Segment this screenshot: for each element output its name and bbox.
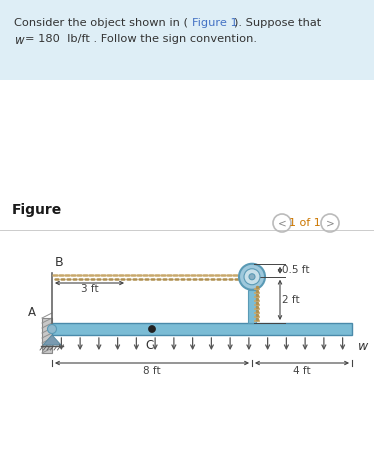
Text: 2 ft: 2 ft (282, 295, 300, 305)
Bar (52, 323, 352, 335)
Text: 0.5 ft: 0.5 ft (282, 265, 310, 275)
Circle shape (239, 264, 265, 290)
Text: Figure 1: Figure 1 (192, 18, 238, 28)
Text: 4 ft: 4 ft (293, 366, 311, 376)
Bar (248, 290, 256, 323)
Bar (42, 318, 52, 353)
Text: C: C (146, 339, 154, 352)
Circle shape (249, 274, 255, 280)
Text: 3 ft: 3 ft (81, 284, 98, 294)
Text: w: w (358, 341, 368, 354)
Text: 1 of 1: 1 of 1 (289, 218, 321, 228)
Text: >: > (326, 218, 334, 228)
Text: = 180  lb/ft . Follow the sign convention.: = 180 lb/ft . Follow the sign convention… (25, 34, 257, 44)
Circle shape (148, 325, 156, 333)
Circle shape (47, 325, 56, 333)
Text: ). Suppose that: ). Suppose that (234, 18, 321, 28)
Text: $w$: $w$ (14, 34, 26, 47)
Text: 8 ft: 8 ft (143, 366, 161, 376)
Bar (0, 0, 374, 80)
Text: Figure: Figure (12, 203, 62, 217)
Text: A: A (28, 306, 36, 319)
Circle shape (244, 269, 260, 285)
Polygon shape (43, 335, 61, 345)
Text: Consider the object shown in (: Consider the object shown in ( (14, 18, 188, 28)
Text: B: B (55, 256, 64, 269)
Text: <: < (278, 218, 286, 228)
